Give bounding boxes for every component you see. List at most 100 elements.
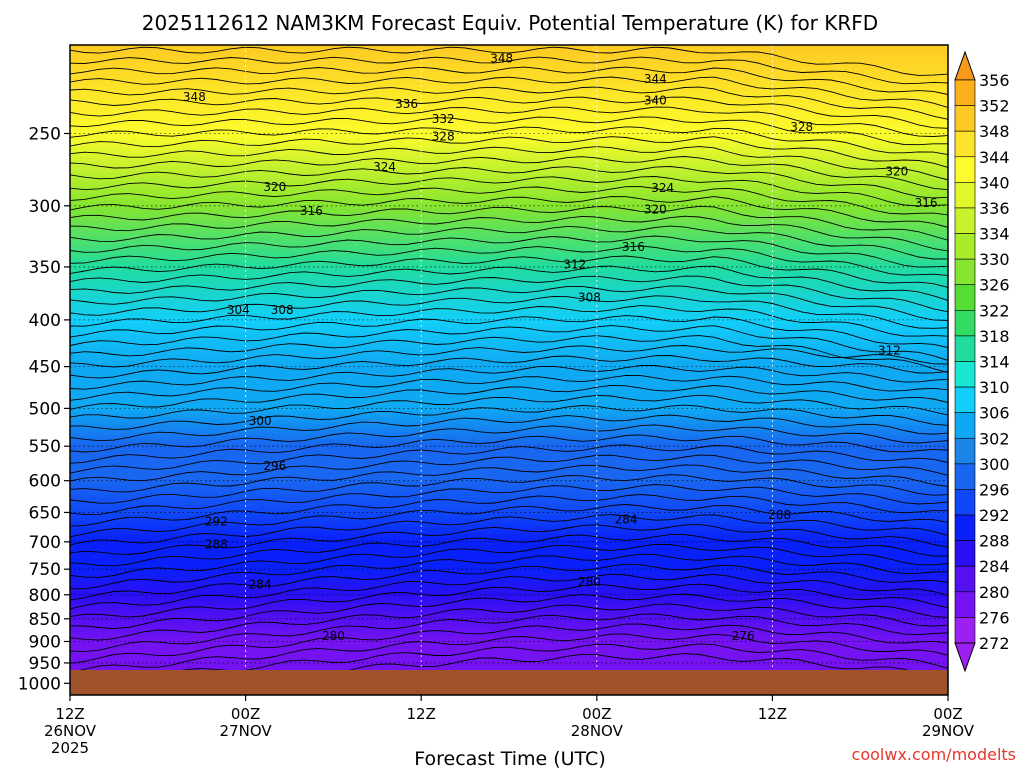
x-tick-label-date: 26NOV — [44, 722, 97, 740]
colorbar-label: 330 — [979, 250, 1010, 269]
colorbar-swatch — [955, 182, 975, 208]
colorbar-label: 356 — [979, 71, 1010, 90]
y-tick-label: 750 — [29, 560, 61, 580]
colorbar-label: 296 — [979, 480, 1010, 499]
colorbar-swatch — [955, 592, 975, 618]
colorbar-label: 344 — [979, 148, 1010, 167]
chart-title: 2025112612 NAM3KM Forecast Equiv. Potent… — [142, 11, 878, 35]
x-tick-label-time: 12Z — [55, 705, 84, 723]
contour-label: 324 — [651, 181, 674, 195]
x-tick-label-time: 00Z — [933, 705, 962, 723]
contour-label: 320 — [885, 164, 908, 178]
x-tick-label-date: 27NOV — [220, 722, 273, 740]
contour-label: 316 — [915, 196, 938, 210]
y-tick-label: 700 — [29, 533, 61, 553]
colorbar-top-arrow — [955, 52, 975, 80]
contour-label: 304 — [227, 303, 250, 317]
colorbar-label: 300 — [979, 455, 1010, 474]
colorbar-label: 288 — [979, 532, 1010, 551]
contour-label: 336 — [395, 97, 418, 111]
colorbar-swatch — [955, 106, 975, 132]
colorbar-label: 314 — [979, 353, 1010, 372]
colorbar-swatch — [955, 464, 975, 490]
contour-label: 312 — [563, 258, 586, 272]
y-axis: 2503003504004505005506006507007508008509… — [18, 124, 70, 694]
contour-label: 308 — [578, 290, 601, 304]
colorbar-swatch — [955, 285, 975, 311]
colorbar-label: 302 — [979, 429, 1010, 448]
colorbar-swatch — [955, 234, 975, 260]
contour-label: 340 — [644, 93, 667, 107]
theta-e-time-height-chart: 2025112612 NAM3KM Forecast Equiv. Potent… — [0, 0, 1024, 768]
colorbar-label: 284 — [979, 557, 1010, 576]
x-tick-label-date: 28NOV — [571, 722, 624, 740]
contour-label: 280 — [322, 629, 345, 643]
y-tick-label: 600 — [29, 472, 61, 492]
credit-text: coolwx.com/modelts — [852, 745, 1016, 764]
contour-label: 316 — [622, 240, 645, 254]
colorbar-label: 334 — [979, 225, 1010, 244]
y-tick-label: 400 — [29, 311, 61, 331]
colorbar-bottom-arrow — [955, 643, 975, 671]
colorbar-swatch — [955, 489, 975, 515]
contour-label: 332 — [432, 112, 455, 126]
x-tick-label-time: 12Z — [407, 705, 436, 723]
colorbar-swatch — [955, 336, 975, 362]
contour-label: 288 — [205, 538, 228, 552]
x-axis-label: Forecast Time (UTC) — [414, 748, 605, 768]
colorbar-label: 276 — [979, 608, 1010, 627]
y-tick-label: 250 — [29, 124, 61, 144]
colorbar-label: 340 — [979, 173, 1010, 192]
colorbar-swatch — [955, 413, 975, 439]
contour-label: 284 — [615, 513, 638, 527]
x-tick-label-time: 00Z — [231, 705, 260, 723]
colorbar-label: 272 — [979, 634, 1010, 653]
colorbar-swatch — [955, 310, 975, 336]
colorbar-label: 348 — [979, 122, 1010, 141]
colorbar-label: 336 — [979, 199, 1010, 218]
colorbar-label: 326 — [979, 276, 1010, 295]
contour-label: 284 — [249, 578, 272, 592]
contour-label: 348 — [183, 90, 206, 104]
contour-label: 276 — [732, 629, 755, 643]
x-tick-label-date: 29NOV — [922, 722, 975, 740]
contour-label: 280 — [578, 575, 601, 589]
contour-label: 296 — [263, 459, 286, 473]
colorbar-swatch — [955, 208, 975, 234]
colorbar-swatch — [955, 515, 975, 541]
colorbar-swatch — [955, 387, 975, 413]
colorbar-swatch — [955, 541, 975, 567]
y-tick-label: 900 — [29, 632, 61, 652]
contour-label: 324 — [373, 160, 396, 174]
colorbar-swatch — [955, 80, 975, 106]
y-tick-label: 450 — [29, 358, 61, 378]
y-tick-label: 650 — [29, 503, 61, 523]
contour-label: 320 — [263, 180, 286, 194]
theta-e-field — [70, 45, 948, 695]
x-tick-label-time: 12Z — [758, 705, 787, 723]
contour-label: 308 — [271, 303, 294, 317]
contour-label: 348 — [490, 52, 513, 66]
contour-label: 300 — [249, 414, 272, 428]
y-tick-label: 500 — [29, 399, 61, 419]
y-tick-label: 1000 — [18, 674, 61, 694]
colorbar: 356 352 348 344 340 336 334 330 326 322 318 314 310 3… — [955, 52, 1010, 671]
contour-label: 288 — [768, 508, 791, 522]
y-tick-label: 800 — [29, 586, 61, 606]
colorbar-label: 322 — [979, 301, 1010, 320]
contour-label: 344 — [644, 72, 667, 86]
colorbar-swatch — [955, 131, 975, 157]
y-tick-label: 350 — [29, 258, 61, 278]
colorbar-label: 306 — [979, 404, 1010, 423]
y-tick-label: 550 — [29, 437, 61, 457]
colorbar-label: 318 — [979, 327, 1010, 346]
colorbar-label: 280 — [979, 583, 1010, 602]
contour-label: 316 — [300, 204, 323, 218]
contour-label: 328 — [432, 130, 455, 144]
colorbar-swatch — [955, 362, 975, 388]
plot-area: 3483483443403363323283283243243203203203… — [70, 45, 948, 695]
colorbar-swatch — [955, 566, 975, 592]
x-tick-label-year: 2025 — [51, 739, 89, 757]
colorbar-swatch — [955, 157, 975, 183]
y-tick-label: 850 — [29, 610, 61, 630]
